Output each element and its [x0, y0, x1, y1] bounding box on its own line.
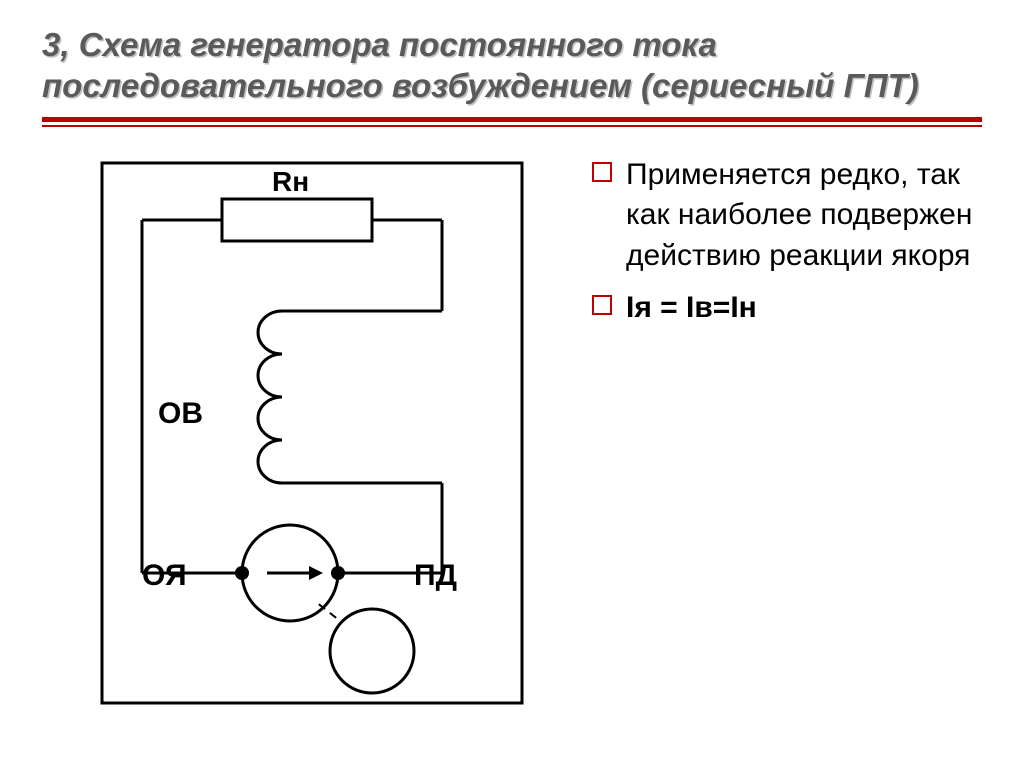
svg-text:ПД: ПД [414, 559, 457, 592]
svg-text:Rн: Rн [272, 166, 309, 197]
content-row: Rн ОВ ОЯ ПД Применяется редко, так как наиб… [42, 153, 982, 713]
svg-text:ОВ: ОВ [158, 397, 203, 430]
title-divider [42, 117, 982, 133]
svg-text:ОЯ: ОЯ [142, 559, 187, 592]
bullet-text: Iя = Iв=Iн [626, 288, 757, 329]
circuit-diagram: Rн ОВ ОЯ ПД [42, 153, 562, 713]
list-item: Iя = Iв=Iн [592, 288, 982, 329]
bullet-text: Применяется редко, так как наиболее подв… [626, 155, 982, 277]
list-item: Применяется редко, так как наиболее подв… [592, 155, 982, 277]
slide-title: 3, Схема генератора постоянного тока пос… [42, 24, 982, 107]
bullet-square-icon [592, 162, 612, 182]
bullet-square-icon [592, 295, 612, 315]
bullet-list: Применяется редко, так как наиболее подв… [592, 153, 982, 713]
slide-title-block: 3, Схема генератора постоянного тока пос… [42, 24, 982, 107]
